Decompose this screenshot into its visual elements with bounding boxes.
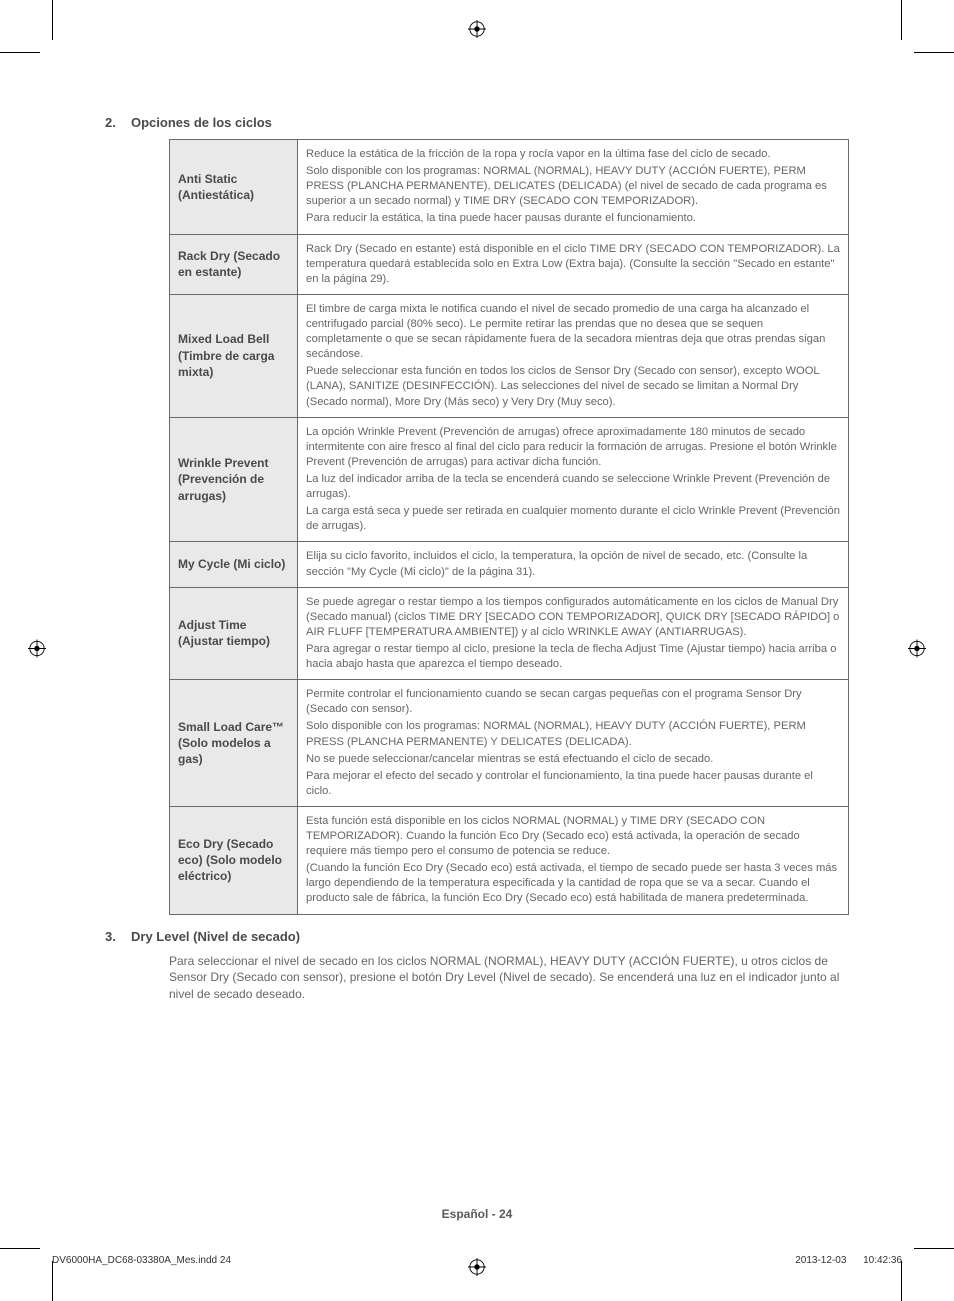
description-paragraph: Permite controlar el funcionamiento cuan… — [306, 687, 840, 717]
description-paragraph: La opción Wrinkle Prevent (Prevención de… — [306, 425, 840, 470]
options-table: Anti Static (Antiestática) Reduce la está… — [169, 139, 849, 915]
page-footer-left: DV6000HA_DC68-03380A_Mes.indd 24 — [52, 1255, 231, 1266]
section-2-heading: 2.Opciones de los ciclos — [105, 115, 850, 130]
section-title-text: Dry Level (Nivel de secado) — [131, 929, 300, 944]
crop-mark — [0, 52, 40, 53]
description-paragraph: Se puede agregar o restar tiempo a los t… — [306, 595, 840, 640]
table-row: Eco Dry (Secado eco) (Solo modelo eléctr… — [170, 806, 849, 914]
description-paragraph: Elija su ciclo favorito, incluidos el ci… — [306, 549, 840, 579]
option-label: Wrinkle Prevent (Prevención de arrugas) — [170, 417, 298, 542]
description-paragraph: Para mejorar el efecto del secado y cont… — [306, 769, 840, 799]
section-title-text: Opciones de los ciclos — [131, 115, 272, 130]
option-description: La opción Wrinkle Prevent (Prevención de… — [298, 417, 849, 542]
option-description: Elija su ciclo favorito, incluidos el ci… — [298, 542, 849, 587]
registration-mark-icon — [908, 639, 926, 662]
description-paragraph: Puede seleccionar esta función en todos … — [306, 364, 840, 409]
description-paragraph: Solo disponible con los programas: NORMA… — [306, 164, 840, 209]
page-footer-center: Español - 24 — [442, 1207, 513, 1221]
description-paragraph: Para agregar o restar tiempo al ciclo, p… — [306, 642, 840, 672]
option-label: Adjust Time (Ajustar tiempo) — [170, 587, 298, 680]
page-footer-right: 2013-12-03 10:42:36 — [795, 1255, 902, 1266]
crop-mark — [914, 1248, 954, 1249]
table-row: Anti Static (Antiestática) Reduce la está… — [170, 140, 849, 235]
description-paragraph: Rack Dry (Secado en estante) está dispon… — [306, 242, 840, 287]
table-row: Mixed Load Bell (Timbre de carga mixta)E… — [170, 294, 849, 417]
table-row: Small Load Care™ (Solo modelos a gas) Per… — [170, 680, 849, 807]
table-row: Adjust Time (Ajustar tiempo)Se puede agr… — [170, 587, 849, 680]
section-3-body: Para seleccionar el nivel de secado en l… — [169, 953, 849, 1003]
page-content: 2.Opciones de los ciclos Anti Static (An… — [105, 115, 850, 1003]
crop-mark — [0, 1248, 40, 1249]
crop-mark — [901, 1261, 902, 1301]
option-description: Reduce la estática de la fricción de la … — [298, 140, 849, 235]
option-label: Anti Static (Antiestática) — [170, 140, 298, 235]
registration-mark-icon — [468, 20, 486, 43]
section-number: 3. — [105, 929, 131, 944]
section-3-heading: 3.Dry Level (Nivel de secado) — [105, 929, 850, 944]
option-description: Permite controlar el funcionamiento cuan… — [298, 680, 849, 807]
description-paragraph: La carga está seca y puede ser retirada … — [306, 504, 840, 534]
crop-mark — [52, 1261, 53, 1301]
description-paragraph: No se puede seleccionar/cancelar mientra… — [306, 752, 840, 767]
table-row: Wrinkle Prevent (Prevención de arrugas)L… — [170, 417, 849, 542]
description-paragraph: El timbre de carga mixta le notifica cua… — [306, 302, 840, 362]
option-description: Se puede agregar o restar tiempo a los t… — [298, 587, 849, 680]
option-label: My Cycle (Mi ciclo) — [170, 542, 298, 587]
option-description: Esta función está disponible en los cicl… — [298, 806, 849, 914]
option-description: El timbre de carga mixta le notifica cua… — [298, 294, 849, 417]
crop-mark — [901, 0, 902, 40]
description-paragraph: Para reducir la estática, la tina puede … — [306, 211, 840, 226]
option-label: Small Load Care™ (Solo modelos a gas) — [170, 680, 298, 807]
option-label: Rack Dry (Secado en estante) — [170, 234, 298, 294]
option-label: Mixed Load Bell (Timbre de carga mixta) — [170, 294, 298, 417]
table-row: My Cycle (Mi ciclo) Elija su ciclo favori… — [170, 542, 849, 587]
option-description: Rack Dry (Secado en estante) está dispon… — [298, 234, 849, 294]
crop-mark — [914, 52, 954, 53]
section-number: 2. — [105, 115, 131, 130]
crop-mark — [52, 0, 53, 40]
description-paragraph: Solo disponible con los programas: NORMA… — [306, 719, 840, 749]
description-paragraph: (Cuando la función Eco Dry (Secado eco) … — [306, 861, 840, 906]
option-label: Eco Dry (Secado eco) (Solo modelo eléctr… — [170, 806, 298, 914]
description-paragraph: Esta función está disponible en los cicl… — [306, 814, 840, 859]
description-paragraph: La luz del indicador arriba de la tecla … — [306, 472, 840, 502]
registration-mark-icon — [28, 639, 46, 662]
description-paragraph: Reduce la estática de la fricción de la … — [306, 147, 840, 162]
registration-mark-icon — [468, 1258, 486, 1281]
table-row: Rack Dry (Secado en estante)Rack Dry (Se… — [170, 234, 849, 294]
